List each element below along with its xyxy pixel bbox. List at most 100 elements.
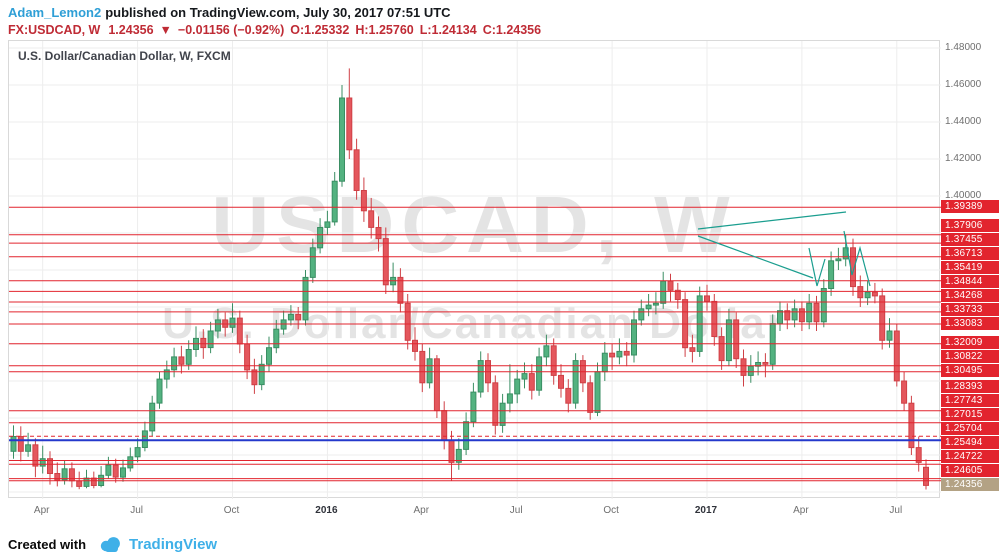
candle xyxy=(638,299,645,326)
candle xyxy=(47,451,53,485)
levels-layer xyxy=(9,206,941,482)
price-level-badge: 1.30495 xyxy=(941,364,999,378)
grid-layer xyxy=(9,41,941,499)
candle xyxy=(718,327,725,370)
price-tick-label: 1.46000 xyxy=(945,79,982,90)
candle xyxy=(667,273,674,302)
price-level-badge: 1.27743 xyxy=(941,393,999,407)
candle xyxy=(426,347,433,389)
candle xyxy=(915,436,922,472)
candle xyxy=(550,338,557,385)
candles-layer xyxy=(10,68,929,490)
candle xyxy=(10,425,17,459)
candle xyxy=(514,369,521,404)
candle xyxy=(769,314,776,370)
candle xyxy=(463,412,470,455)
candle xyxy=(134,438,141,463)
month-tick-label: Jul xyxy=(509,505,523,516)
candle xyxy=(448,430,455,481)
candle xyxy=(317,218,324,254)
candlestick-chart[interactable] xyxy=(9,41,941,499)
candle xyxy=(601,342,608,381)
ohlc-close: C:1.24356 xyxy=(482,23,542,37)
month-tick-label: Jul xyxy=(889,505,903,516)
price-change: −0.01156 (−0.92%) xyxy=(177,23,285,37)
price-level-badge: 1.28393 xyxy=(941,379,999,393)
candle xyxy=(353,138,360,200)
candle xyxy=(725,308,732,367)
candle xyxy=(864,281,871,306)
tradingview-logo[interactable]: TradingView xyxy=(98,536,217,553)
price-axis[interactable]: 1.48000 1.46000 1.44000 1.42000 1.40000 1.243… xyxy=(941,40,1002,498)
symbol-name[interactable]: FX:USDCAD, W xyxy=(8,23,101,37)
footer: Created with TradingView xyxy=(8,533,217,555)
price-level-badge: 1.24722 xyxy=(941,449,999,463)
price-level-badge: 1.35419 xyxy=(941,260,999,274)
candle xyxy=(813,295,820,331)
candle xyxy=(711,294,718,346)
candle xyxy=(645,294,652,317)
candle xyxy=(360,177,367,222)
candle xyxy=(820,279,827,328)
candle xyxy=(470,382,477,428)
candle xyxy=(477,351,484,398)
price-level-badge: 1.25704 xyxy=(941,421,999,435)
attribution-line: Adam_Lemon2 published on TradingView.com,… xyxy=(8,5,451,20)
author-link[interactable]: Adam_Lemon2 xyxy=(8,5,102,20)
month-tick-label: Apr xyxy=(793,505,809,516)
candle xyxy=(149,395,156,437)
month-tick-label: Oct xyxy=(223,505,240,516)
candle xyxy=(39,445,46,474)
year-tick-label: 2016 xyxy=(315,505,338,516)
time-axis[interactable]: Apr Jul Oct 2016 Apr Jul Oct 2017 Apr Jul xyxy=(8,499,940,525)
candle xyxy=(68,462,75,488)
price-level-badge: 1.32009 xyxy=(941,336,999,350)
candle xyxy=(689,334,696,363)
candle xyxy=(258,355,265,391)
last-price-value: 1.24356 xyxy=(108,23,154,37)
candle xyxy=(594,362,601,417)
month-tick-label: Jul xyxy=(130,505,143,516)
candle xyxy=(433,355,440,418)
month-tick-label: Oct xyxy=(603,505,619,516)
candle xyxy=(499,393,506,433)
price-tick-label: 1.44000 xyxy=(945,116,982,127)
chart-plot-area[interactable]: USDCAD, W U.S. Dollar/Canadian Dollar U.… xyxy=(8,40,941,499)
teal-trendline-lower xyxy=(697,235,814,279)
candle xyxy=(747,355,754,383)
candle xyxy=(579,355,586,393)
ohlc-high: H:1.25760 xyxy=(355,23,414,37)
teal-trendline-upper xyxy=(697,211,847,230)
price-level-badge: 1.36713 xyxy=(941,246,999,260)
candle xyxy=(382,227,389,294)
created-with-label: Created with xyxy=(8,536,87,552)
price-tick-label: 1.42000 xyxy=(945,153,982,164)
price-tick-label: 1.48000 xyxy=(945,42,982,53)
ohlc-open: O:1.25332 xyxy=(290,23,350,37)
candle xyxy=(397,268,404,313)
price-level-badge: 1.37455 xyxy=(941,232,999,246)
candle xyxy=(485,353,491,393)
candle xyxy=(791,299,798,328)
drawings-layer xyxy=(697,211,871,287)
candle xyxy=(178,345,185,374)
candle xyxy=(886,318,893,348)
price-level-badge: 1.39389 xyxy=(941,199,999,213)
candle xyxy=(441,401,448,450)
candle xyxy=(521,362,528,389)
candle xyxy=(587,375,594,420)
month-tick-label: Apr xyxy=(413,505,430,516)
candle xyxy=(309,238,316,283)
candle xyxy=(222,312,229,337)
candle xyxy=(704,284,710,311)
candle xyxy=(660,271,667,309)
candle xyxy=(901,371,908,411)
cloud-icon xyxy=(100,536,120,552)
brand-name: TradingView xyxy=(129,535,218,553)
price-level-badge: 1.25494 xyxy=(941,435,999,449)
candle xyxy=(696,286,703,357)
candle xyxy=(251,358,258,394)
candle xyxy=(558,364,564,398)
candle xyxy=(908,395,915,455)
price-level-badge: 1.30822 xyxy=(941,350,999,364)
